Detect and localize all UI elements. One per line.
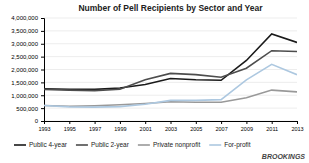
legend-label: Private nonprofit — [153, 141, 201, 149]
tick-mark — [44, 121, 45, 124]
series-line — [44, 51, 297, 91]
tick: 1993 — [38, 121, 50, 132]
tick-mark — [41, 18, 44, 19]
grid-line — [44, 69, 297, 70]
grid-line — [44, 43, 297, 44]
tick-mark — [297, 121, 298, 124]
legend-item: Public 4-year — [14, 141, 68, 149]
tick-label: 0 — [35, 118, 39, 124]
grid-line — [44, 95, 297, 96]
tick-mark — [41, 82, 44, 83]
tick-mark — [196, 121, 197, 124]
x-axis: 1993 1995 1997 1999 2001 2003 2005 2007 2009 2011… — [38, 121, 303, 132]
tick: 1,000,000 — [11, 93, 44, 99]
tick-mark — [246, 121, 247, 124]
axis-line — [41, 19, 45, 122]
grid-line — [44, 82, 297, 83]
tick: 2007 — [215, 121, 227, 132]
grid-line — [44, 30, 297, 31]
legend-item: Private nonprofit — [138, 141, 201, 149]
legend-item: For-profit — [209, 141, 251, 149]
lines — [44, 34, 297, 107]
tick-mark — [41, 44, 44, 45]
tick-label: 2005 — [190, 126, 202, 132]
legend-label: Public 4-year — [29, 141, 68, 149]
tick: 0 — [35, 118, 44, 124]
tick-mark — [41, 121, 44, 122]
tick: 2005 — [190, 121, 202, 132]
grid-line — [44, 108, 297, 109]
tick-label: 1997 — [89, 126, 101, 132]
tick-mark — [41, 108, 44, 109]
tick: 1,500,000 — [11, 80, 44, 86]
tick: 4,000,000 — [11, 15, 44, 21]
tick: 2,500,000 — [11, 54, 44, 60]
legend-item: Public 2-year — [76, 141, 130, 149]
tick-label: 2007 — [215, 126, 227, 132]
title: Number of Pell Recipients by Sector and … — [78, 3, 263, 13]
tick-label: 2001 — [140, 126, 152, 132]
legend-label: Public 2-year — [91, 141, 130, 149]
tick-mark — [120, 121, 121, 124]
tick-label: 1,500,000 — [11, 80, 38, 86]
tick-mark — [145, 121, 146, 124]
tick-label: 2011 — [266, 126, 278, 132]
axis-line — [45, 122, 298, 125]
tick-label: 2,500,000 — [11, 54, 38, 60]
tick-label: 3,500,000 — [11, 28, 38, 34]
legend-swatch — [76, 144, 88, 146]
tick-mark — [95, 121, 96, 124]
legend-label: For-profit — [224, 141, 251, 149]
tick-mark — [69, 121, 70, 124]
tick-label: 3,000,000 — [11, 41, 38, 47]
tick-mark — [41, 31, 44, 32]
tick-label: 2003 — [165, 126, 177, 132]
series-line — [44, 34, 297, 89]
annotation: BROOKINGS — [262, 153, 306, 160]
tick-label: 4,000,000 — [11, 15, 38, 21]
series-line — [44, 64, 297, 107]
tick: 2,000,000 — [11, 67, 44, 73]
tick-mark — [41, 57, 44, 58]
series-line — [44, 90, 297, 106]
tick-mark — [41, 95, 44, 96]
tick-label: 1,000,000 — [11, 93, 38, 99]
tick: 3,000,000 — [11, 41, 44, 47]
tick: 2003 — [165, 121, 177, 132]
tick: 1995 — [64, 121, 76, 132]
tick-mark — [41, 70, 44, 71]
legend: Public 4-year Public 2-year Private nonpro… — [14, 141, 251, 149]
tick: 3,500,000 — [11, 28, 44, 34]
legend-swatch — [138, 144, 150, 146]
tick-label: 500,000 — [16, 106, 38, 112]
tick-label: 1995 — [64, 126, 76, 132]
grid — [44, 18, 297, 121]
grid-line — [44, 56, 297, 57]
tick-label: 2013 — [291, 126, 303, 132]
tick-label: 2009 — [241, 126, 253, 132]
grid-line — [44, 18, 297, 19]
tick-label: 2,000,000 — [11, 67, 38, 73]
legend-swatch — [14, 144, 26, 146]
tick: 2009 — [241, 121, 253, 132]
tick: 1999 — [114, 121, 126, 132]
tick: 2011 — [266, 121, 278, 132]
tick-label: 1999 — [114, 126, 126, 132]
tick: 1997 — [89, 121, 101, 132]
tick-mark — [221, 121, 222, 124]
tick: 2013 — [291, 121, 303, 132]
tick: 2001 — [140, 121, 152, 132]
chart: 0 500,000 1,000,000 1,500,000 2,000,000 2,500… — [0, 0, 309, 163]
legend-swatch — [209, 144, 221, 146]
tick-label: 1993 — [38, 126, 50, 132]
tick-mark — [272, 121, 273, 124]
tick: 500,000 — [16, 106, 44, 112]
y-axis: 0 500,000 1,000,000 1,500,000 2,000,000 2,500… — [11, 15, 44, 124]
tick-mark — [171, 121, 172, 124]
